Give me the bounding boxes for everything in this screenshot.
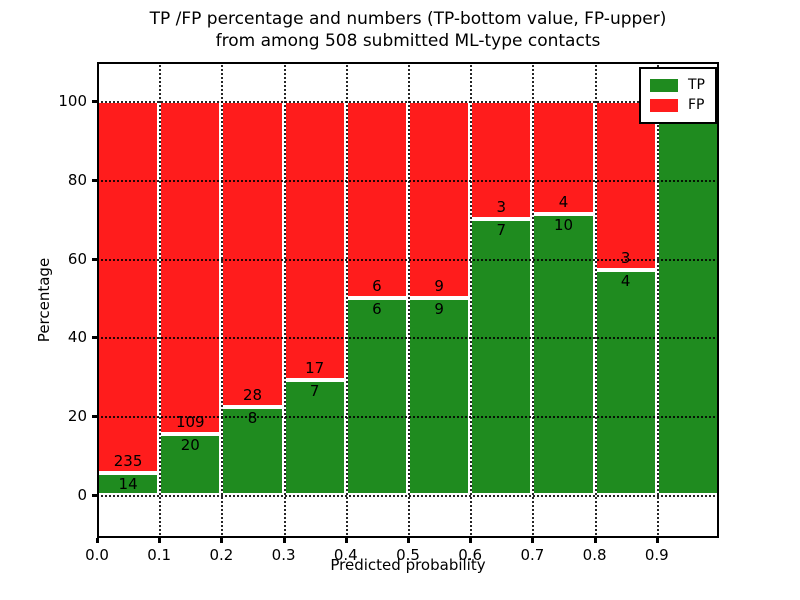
chart-title-line2: from among 508 submitted ML-type contact…: [215, 31, 601, 51]
x-tick-label: 0.3: [271, 546, 296, 564]
tp-bar-segment: [408, 298, 471, 495]
legend-entry-fp: FP: [650, 97, 705, 114]
chart-title-line1: TP /FP percentage and numbers (TP-bottom…: [149, 9, 667, 29]
tp-bar-segment: [470, 219, 533, 495]
v-gridline: [470, 62, 473, 538]
y-tick-label: 40: [67, 328, 87, 347]
x-tick-label: 0.0: [85, 546, 109, 564]
v-gridline: [345, 62, 348, 538]
fp-count-label: 235: [113, 451, 143, 470]
x-tick-label: 0.1: [147, 546, 172, 564]
tp-bar-segment: [221, 407, 284, 495]
legend: TP FP: [639, 67, 717, 124]
y-tick-label: 0: [77, 485, 87, 504]
tp-color-swatch: [650, 79, 678, 92]
x-tick-label: 0.4: [333, 546, 358, 564]
y-tick-mark: [92, 179, 97, 183]
tp-count-label: 4: [620, 271, 631, 290]
x-tick-mark: [531, 538, 535, 543]
fp-bar-segment: [345, 101, 408, 299]
x-tick-mark: [344, 538, 348, 543]
fp-count-label: 3: [496, 198, 507, 217]
plot-area: 14235201098287176699731044390.00.10.20.3…: [58, 62, 719, 564]
x-axis-label: Predicted probability: [330, 556, 486, 574]
fp-count-label: 109: [175, 412, 205, 431]
x-tick-label: 0.5: [396, 546, 420, 564]
x-tick-mark: [282, 538, 286, 543]
x-tick-label: 0.9: [644, 546, 669, 564]
x-tick-label: 0.2: [209, 546, 234, 564]
x-tick-mark: [158, 538, 162, 543]
tp-bar-segment: [283, 379, 346, 495]
fp-count-label: 6: [372, 277, 382, 296]
x-tick-label: 0.8: [582, 546, 607, 564]
x-tick-mark: [220, 538, 224, 543]
tp-count-label: 7: [309, 381, 320, 400]
y-tick-label: 60: [67, 249, 87, 268]
x-tick-mark: [407, 538, 410, 543]
y-tick-label: 100: [58, 92, 87, 111]
fp-count-label: 4: [558, 192, 569, 211]
legend-label-fp: FP: [688, 97, 705, 113]
tp-count-label: 20: [180, 435, 200, 454]
tp-count-label: 8: [247, 409, 258, 428]
y-tick-mark: [92, 493, 97, 497]
tp-count-label: 10: [553, 215, 574, 234]
v-gridline: [594, 62, 597, 538]
tp-count-label: 7: [496, 221, 507, 240]
v-gridline: [159, 62, 162, 538]
y-tick-mark: [92, 257, 97, 261]
v-gridline: [221, 62, 224, 538]
tp-bar-segment: [656, 101, 719, 495]
fp-count-label: 9: [434, 277, 444, 296]
fp-count-label: 17: [305, 358, 325, 377]
fp-count-label: 3: [620, 248, 631, 267]
y-tick-label: 80: [67, 171, 87, 190]
fp-color-swatch: [650, 99, 678, 112]
tp-count-label: 14: [118, 474, 138, 493]
y-tick-mark: [92, 336, 97, 340]
v-gridline: [656, 62, 659, 538]
v-gridline: [283, 62, 286, 538]
x-tick-mark: [96, 538, 99, 543]
y-tick-label: 20: [67, 407, 87, 426]
v-gridline: [408, 62, 410, 538]
x-tick-mark: [593, 538, 597, 543]
y-tick-mark: [92, 415, 97, 419]
tp-count-label: 6: [372, 300, 382, 319]
fp-count-label: 28: [242, 386, 263, 405]
legend-label-tp: TP: [688, 77, 705, 93]
legend-entry-tp: TP: [650, 77, 705, 94]
fp-bar-segment: [159, 101, 222, 434]
y-tick-mark: [92, 100, 97, 104]
tp-bar-segment: [532, 213, 595, 495]
x-tick-label: 0.6: [458, 546, 483, 564]
x-tick-label: 0.7: [520, 546, 545, 564]
tp-bar-segment: [594, 269, 657, 495]
x-tick-mark: [655, 538, 659, 543]
fp-bar-segment: [594, 101, 657, 270]
v-gridline: [532, 62, 535, 538]
tp-bar-segment: [345, 298, 408, 495]
fp-bar-segment: [408, 101, 471, 299]
tp-count-label: 9: [434, 300, 444, 319]
fp-bar-segment: [221, 101, 284, 408]
x-tick-mark: [469, 538, 473, 543]
